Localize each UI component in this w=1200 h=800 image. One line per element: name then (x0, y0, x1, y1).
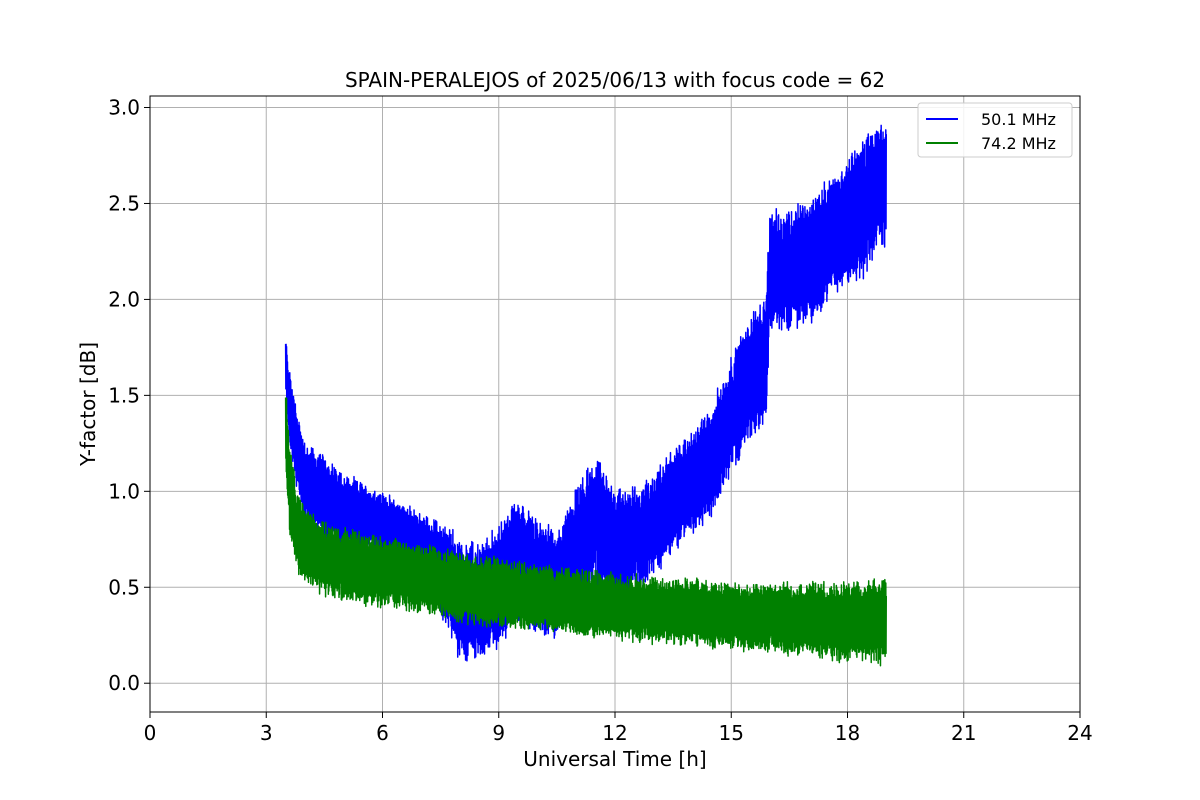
series-line-2 (284, 397, 887, 667)
y-tick-label: 1.5 (108, 383, 140, 407)
legend-label: 74.2 MHz (981, 134, 1056, 153)
series-line-1 (284, 124, 887, 662)
x-tick-label: 6 (376, 721, 389, 745)
x-axis: 0 3 6 9 12 15 18 21 24 (144, 712, 1093, 745)
x-tick-label: 18 (835, 721, 860, 745)
x-tick-label: 0 (144, 721, 157, 745)
y-tick-label: 0.5 (108, 575, 140, 599)
x-tick-label: 24 (1067, 721, 1092, 745)
y-tick-label: 2.5 (108, 191, 140, 215)
x-tick-label: 9 (492, 721, 505, 745)
y-tick-label: 1.0 (108, 479, 140, 503)
x-tick-label: 12 (602, 721, 627, 745)
legend: 50.1 MHz 74.2 MHz (917, 102, 1073, 158)
y-tick-label: 3.0 (108, 96, 140, 120)
x-tick-label: 21 (951, 721, 976, 745)
y-tick-label: 2.0 (108, 287, 140, 311)
y-axis: 0.0 0.5 1.0 1.5 2.0 2.5 3.0 (108, 96, 150, 695)
x-axis-label: Universal Time [h] (523, 747, 706, 771)
chart-title: SPAIN-PERALEJOS of 2025/06/13 with focus… (345, 68, 885, 92)
x-tick-label: 3 (260, 721, 273, 745)
y-axis-label: Y-factor [dB] (76, 342, 100, 467)
series-group (284, 124, 887, 667)
y-tick-label: 0.0 (108, 671, 140, 695)
legend-label: 50.1 MHz (981, 110, 1056, 129)
x-tick-label: 15 (719, 721, 744, 745)
